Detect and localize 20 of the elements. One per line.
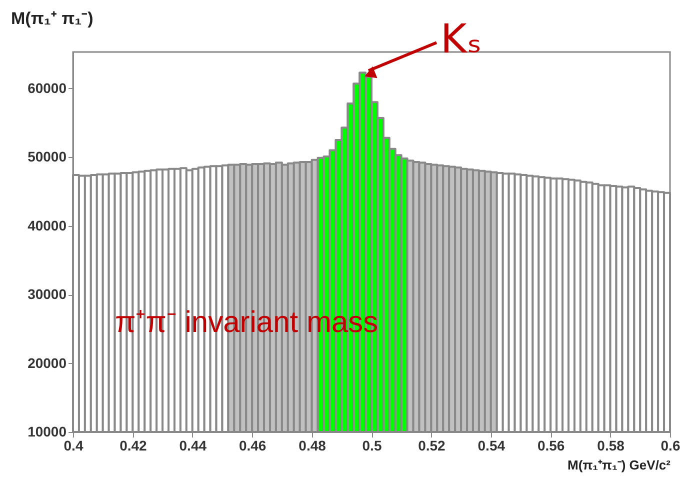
y-tick-label: 20000 xyxy=(28,354,67,371)
x-tick-label: 0.6 xyxy=(660,438,680,454)
x-tick-label: 0.46 xyxy=(238,438,266,454)
x-tick-label: 0.58 xyxy=(597,438,625,454)
x-tick-label: 0.42 xyxy=(120,438,148,454)
x-tick-label: 0.5 xyxy=(362,438,382,454)
x-tick-label: 0.56 xyxy=(537,438,565,454)
x-tick-label: 0.48 xyxy=(298,438,326,454)
x-tick-label: 0.4 xyxy=(64,438,84,454)
y-tick-label: 40000 xyxy=(28,217,67,234)
x-axis-title: M(π₁⁺π₁⁻) GeV/c² xyxy=(568,458,672,472)
y-tick-label: 60000 xyxy=(28,80,67,96)
x-tick-label: 0.54 xyxy=(478,438,506,454)
y-tick-label: 30000 xyxy=(28,286,67,302)
chart-title: M(π₁⁺ π₁⁻) xyxy=(11,9,94,28)
x-tick-label: 0.52 xyxy=(418,438,446,454)
y-tick-label: 50000 xyxy=(28,148,67,165)
annotation: Kₛ xyxy=(440,16,482,63)
x-tick-label: 0.44 xyxy=(179,438,207,454)
y-tick-label: 10000 xyxy=(28,424,67,440)
